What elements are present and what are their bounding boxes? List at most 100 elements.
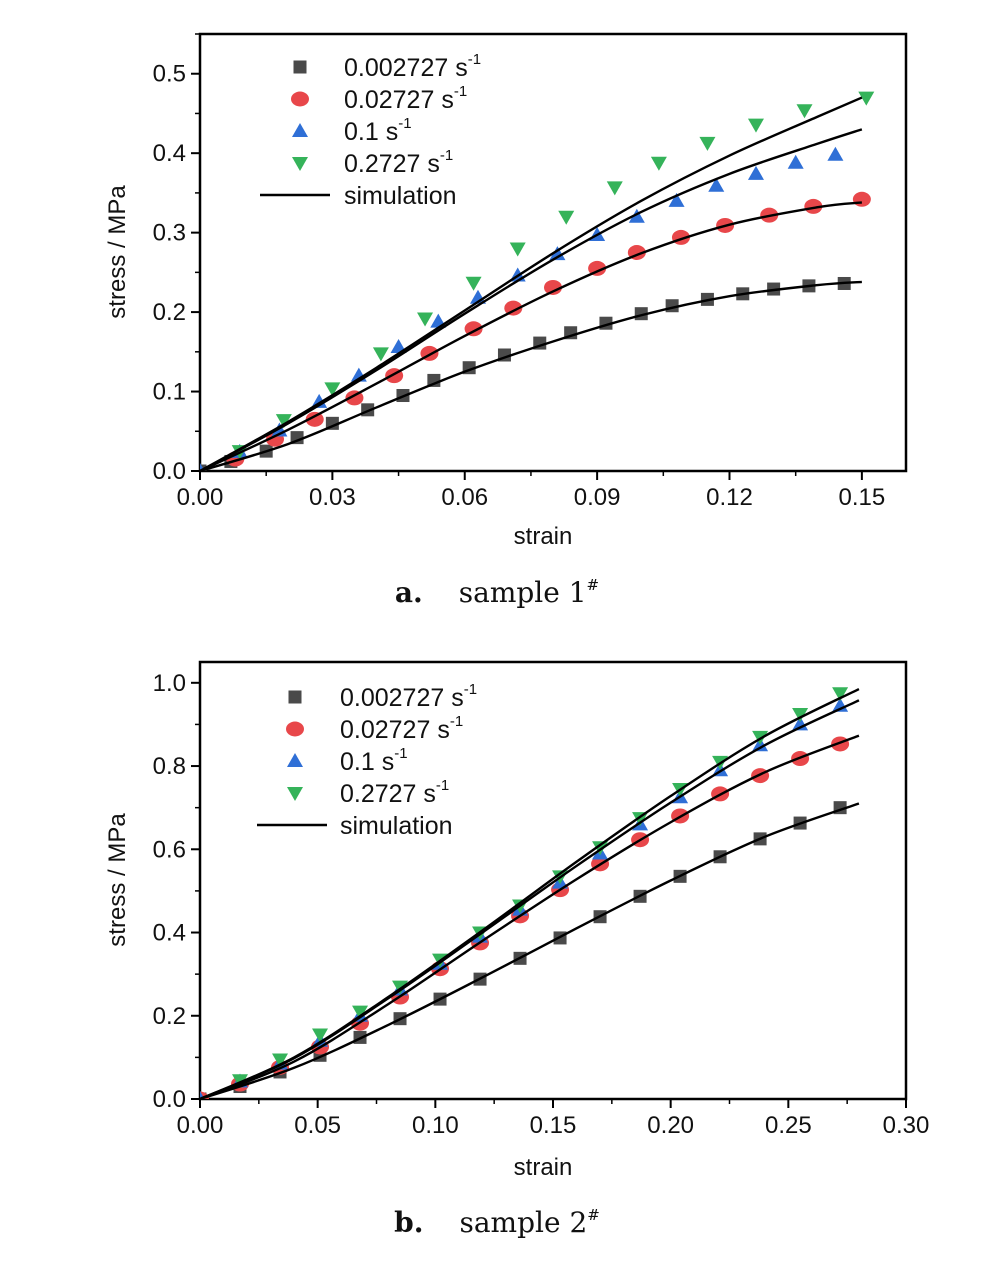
x-tick-label: 0.00 [177, 484, 224, 511]
data-point [352, 1005, 369, 1020]
x-tick-label: 0.10 [412, 1112, 459, 1139]
series-2 [226, 191, 871, 467]
data-point [747, 118, 764, 133]
simulation-curve-1 [200, 280, 862, 471]
legend-marker [287, 753, 303, 767]
legend-label-sup: -1 [436, 777, 449, 794]
legend-label: simulation [340, 812, 453, 840]
legend-entry: 0.002727 s-1 [344, 51, 481, 82]
data-point [549, 246, 566, 261]
data-point [544, 279, 562, 295]
legend-label-sup: -1 [394, 745, 407, 762]
data-point [509, 242, 526, 257]
series-4 [231, 91, 875, 460]
x-tick-label: 0.20 [647, 1112, 694, 1139]
legend-label: 0.1 s [344, 118, 398, 146]
data-point [372, 347, 389, 362]
data-point [747, 165, 764, 180]
caption-letter: b. [394, 1206, 423, 1239]
simulation-curve-2 [200, 201, 863, 471]
caption-letter: a. [395, 576, 423, 609]
y-tick-label: 0.0 [153, 1086, 186, 1113]
data-point [668, 192, 685, 207]
data-point [792, 708, 809, 723]
figure-caption: a. sample 1# [395, 576, 599, 609]
data-point [272, 1053, 289, 1068]
data-point [558, 210, 575, 225]
simulation-curve-2 [200, 734, 860, 1099]
simulation-curve-4 [200, 687, 860, 1099]
legend-entry: 0.1 s-1 [340, 745, 408, 776]
legend-label-sup: -1 [464, 681, 477, 698]
y-tick-label: 0.6 [153, 836, 186, 863]
simulation-curve-1 [200, 802, 860, 1099]
x-tick-label: 0.06 [441, 484, 488, 511]
legend-marker [293, 60, 307, 74]
legend-marker [292, 123, 308, 137]
y-tick-label: 0.1 [153, 379, 186, 406]
legend-entry: 0.002727 s-1 [340, 681, 477, 712]
data-point [200, 1091, 205, 1099]
data-point [796, 104, 813, 119]
data-point [465, 276, 482, 291]
y-tick-label: 0.2 [153, 1003, 186, 1030]
y-tick-label: 0.5 [153, 61, 186, 88]
data-point [708, 177, 725, 192]
y-tick-label: 0.0 [153, 458, 186, 485]
y-axis-label: stress / MPa [104, 185, 131, 319]
legend-entry: simulation [344, 182, 457, 210]
x-tick-label: 0.00 [177, 1112, 224, 1139]
data-point [324, 382, 341, 397]
legend-label: 0.02727 s [344, 86, 454, 114]
data-point [275, 414, 292, 429]
legend-label: 0.002727 s [344, 54, 468, 82]
data-point [592, 841, 609, 856]
plot-frame [198, 32, 908, 473]
data-point [606, 181, 623, 196]
simulation-curve-4 [200, 96, 863, 471]
legend-entry: 0.2727 s-1 [340, 777, 449, 808]
legend-marker [286, 721, 304, 737]
legend-label: 0.1 s [340, 748, 394, 776]
legend-label: 0.002727 s [340, 684, 464, 712]
y-tick-label: 0.4 [153, 920, 186, 947]
data-point [852, 191, 871, 207]
legend-label-sup: -1 [450, 713, 463, 730]
caption-text: sample 2 [459, 1206, 587, 1239]
legend-entry: 0.02727 s-1 [340, 713, 463, 744]
data-point [787, 154, 804, 169]
x-axis-label: strain [514, 1154, 573, 1181]
x-tick-label: 0.03 [309, 484, 356, 511]
legend-label-sup: -1 [468, 51, 481, 68]
legend: 0.002727 s-10.02727 s-10.1 s-10.2727 s-1… [257, 681, 477, 840]
legend-marker [288, 690, 302, 704]
y-tick-label: 0.2 [153, 299, 186, 326]
legend-label-sup: -1 [454, 83, 467, 100]
data-point [312, 1028, 329, 1043]
y-tick-label: 0.4 [153, 140, 186, 167]
legend-entry: 0.02727 s-1 [344, 83, 467, 114]
y-tick-label: 0.3 [153, 220, 186, 247]
x-tick-label: 0.05 [294, 1112, 341, 1139]
legend-label: 0.2727 s [344, 150, 440, 178]
data-point [827, 146, 844, 161]
legend-entry: simulation [340, 812, 453, 840]
data-point [699, 136, 716, 151]
data-point [200, 464, 207, 471]
x-tick-label: 0.30 [883, 1112, 930, 1139]
x-tick-label: 0.15 [530, 1112, 577, 1139]
legend-entry: 0.2727 s-1 [344, 147, 453, 178]
caption-mark: # [587, 1206, 600, 1224]
figure-caption: b. sample 2# [394, 1206, 600, 1239]
x-tick-label: 0.25 [765, 1112, 812, 1139]
x-tick-label: 0.12 [706, 484, 753, 511]
data-point [417, 312, 434, 327]
data-point [628, 208, 645, 223]
x-tick-label: 0.09 [574, 484, 621, 511]
data-layer [200, 91, 875, 471]
caption-mark: # [587, 576, 600, 594]
data-layer [200, 687, 860, 1099]
data-point [832, 687, 849, 702]
chart-2: 0.00 0.05 0.10 0.15 0.20 0.25 0.30 0.0 0.2 0.4 0.6… [104, 660, 930, 1239]
